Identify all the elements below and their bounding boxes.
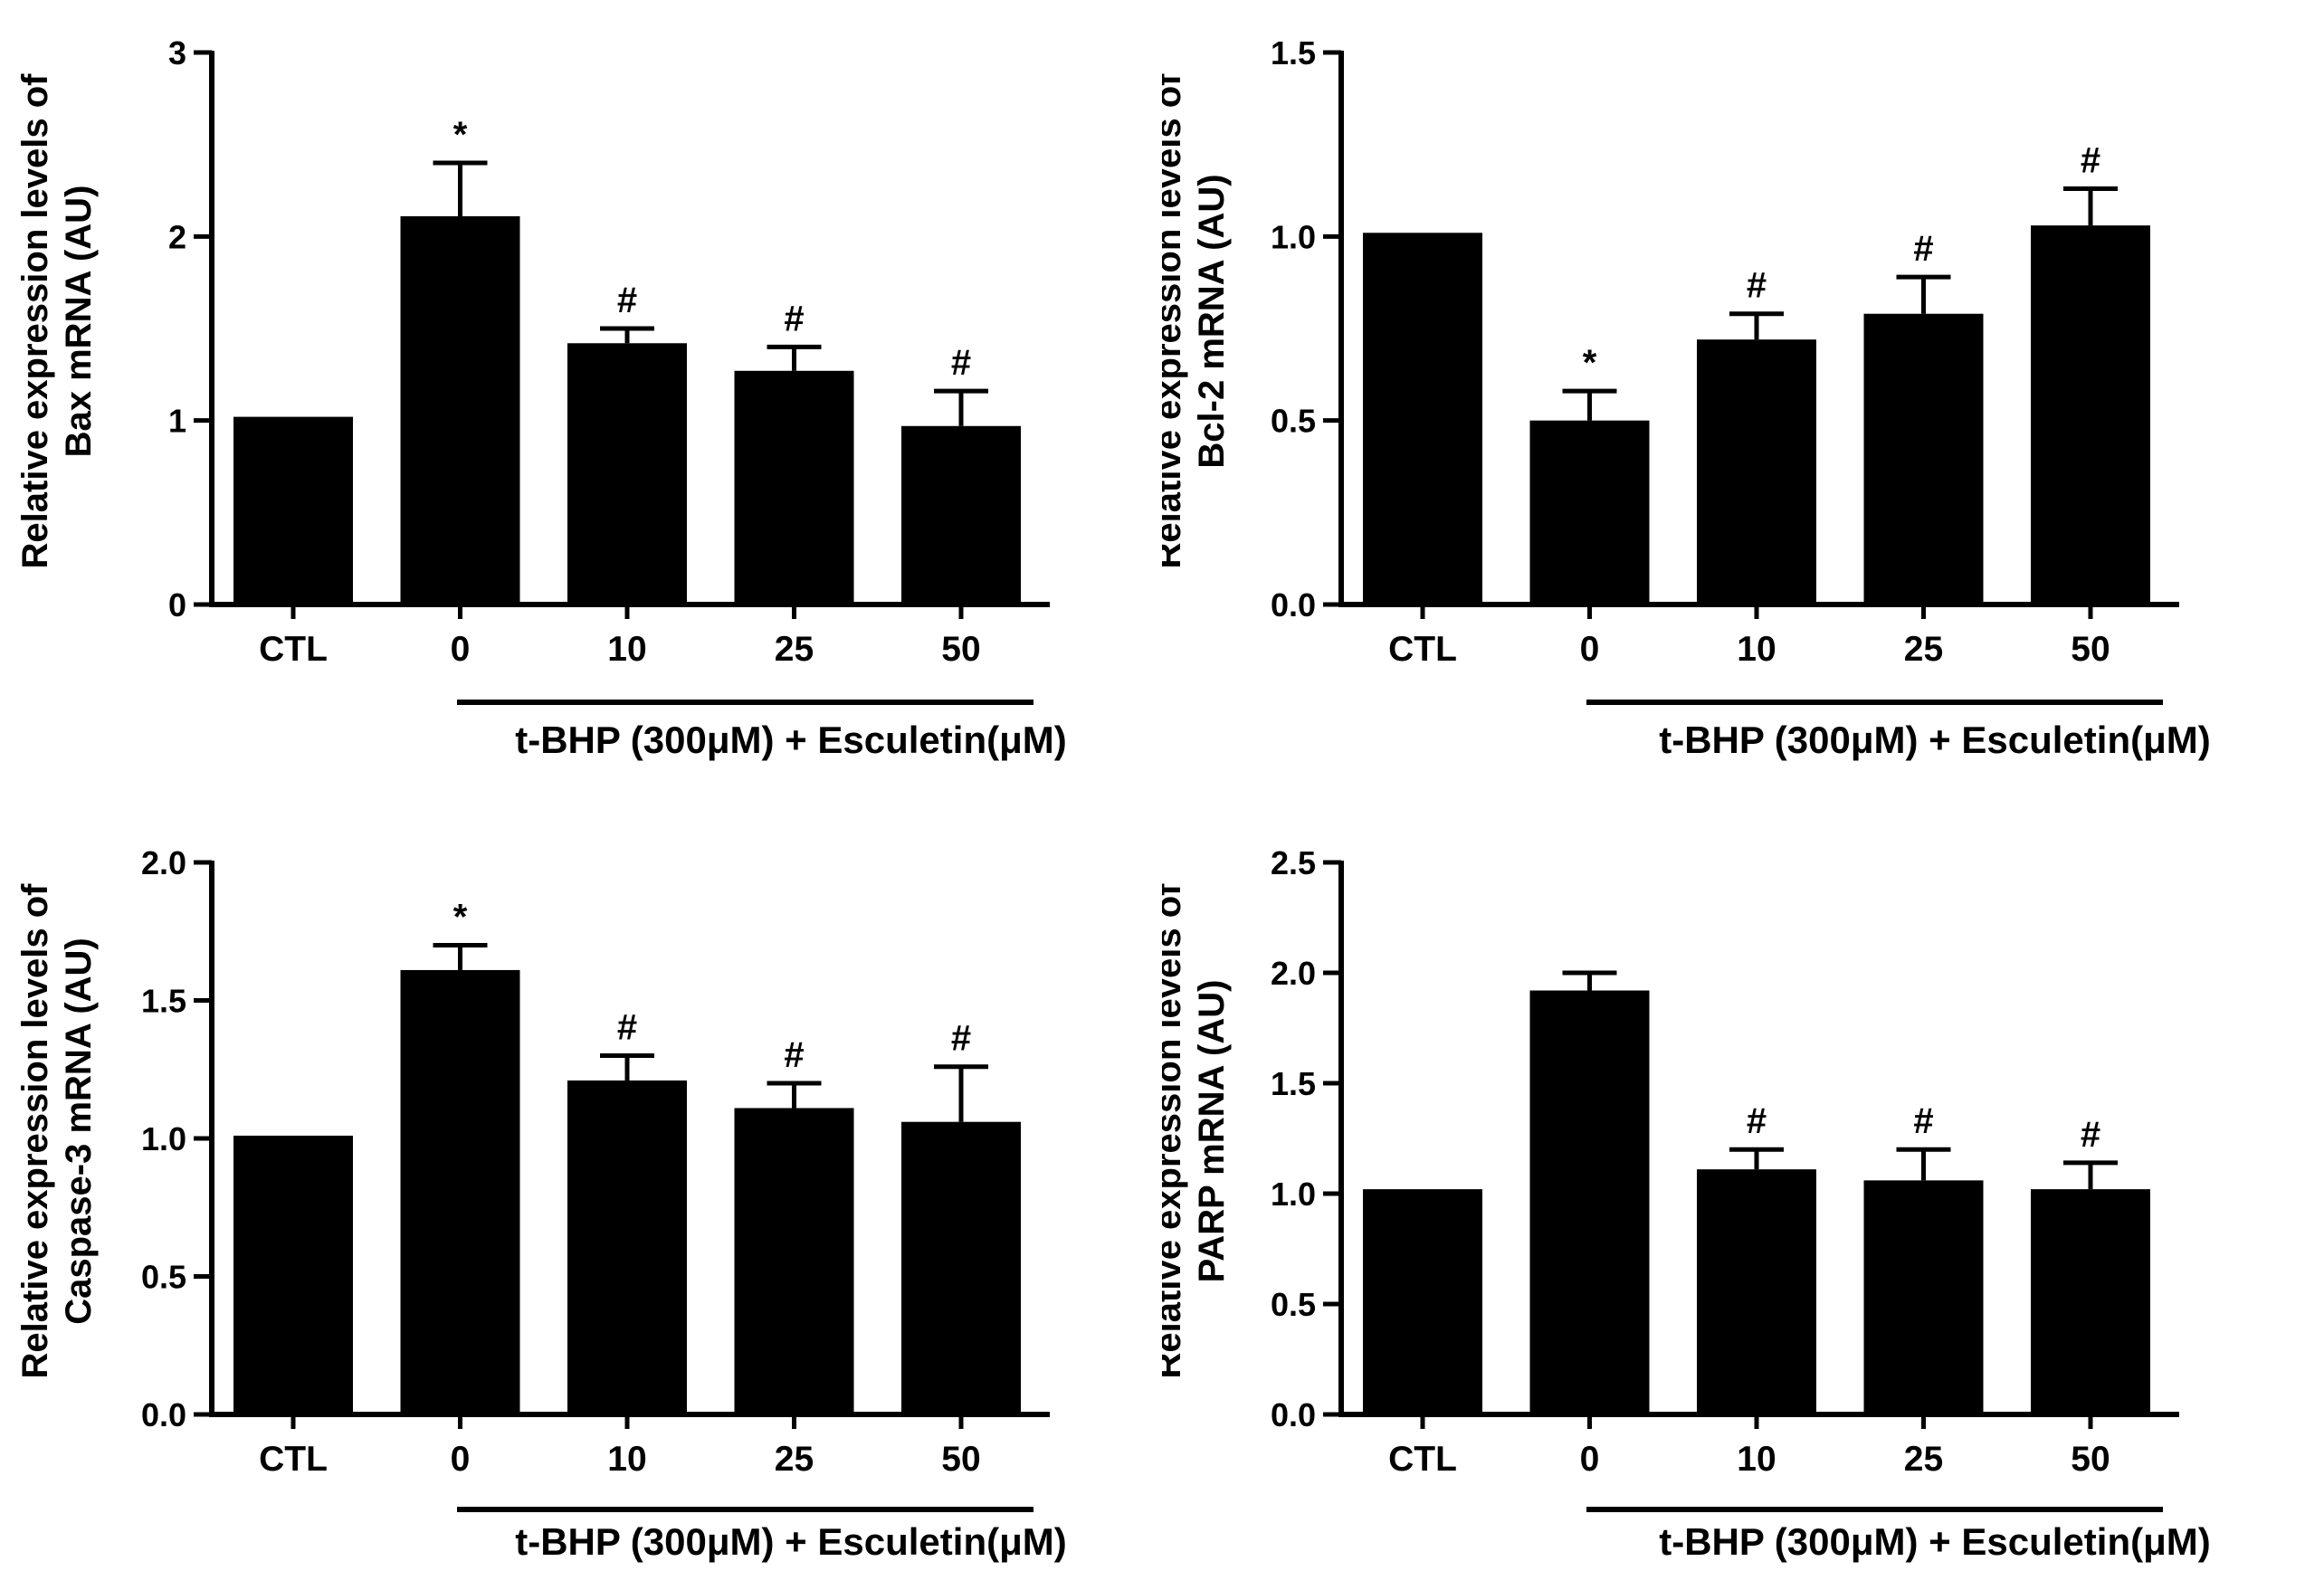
y-axis-title: Relative expression levels of Bax mRNA (… [15, 73, 99, 569]
bax-chart: Relative expression levels of Bax mRNA (… [15, 34, 1067, 761]
y-tick-label-0: 0.0 [1271, 586, 1316, 624]
x-tick-label-0: CTL [259, 1440, 328, 1479]
bar-0 [1363, 1189, 1482, 1414]
y-axis-title: Relative expression levels of PARP mRNA … [1162, 883, 1232, 1379]
y-axis-title: Relative expression levels of Bcl-2 mRNA… [1162, 73, 1232, 569]
x-tick-label-1: 0 [451, 1440, 471, 1479]
bar-0 [1363, 233, 1482, 605]
y-tick-label-0: 0 [168, 586, 186, 624]
y-tick-label-2: 1.0 [1271, 1176, 1316, 1213]
caspase3-chart: Relative expression levels of Caspase-3 … [15, 844, 1067, 1563]
x-tick-label-0: CTL [1388, 1440, 1457, 1479]
significance-marker-3: # [784, 299, 804, 338]
bar-2 [567, 1080, 687, 1414]
bcl2-chart: Relative expression levels of Bcl-2 mRNA… [1162, 34, 2211, 761]
bar-1 [1529, 990, 1650, 1414]
significance-marker-1: * [453, 115, 468, 155]
y-tick-label-1: 0.5 [1271, 1286, 1316, 1323]
x-tick-label-2: 10 [1737, 1440, 1776, 1479]
bar-0 [233, 416, 353, 605]
bar-2 [1697, 1169, 1816, 1414]
chart-panel-caspase3: Relative expression levels of Caspase-3 … [0, 795, 1162, 1590]
y-tick-label-4: 2.0 [1271, 955, 1316, 992]
x-tick-label-4: 50 [2071, 1440, 2110, 1479]
x-tick-label-4: 50 [941, 630, 980, 669]
x-tick-label-3: 25 [1904, 630, 1943, 669]
bar-3 [1863, 313, 1984, 605]
significance-marker-2: # [617, 1008, 637, 1048]
x-tick-label-4: 50 [2071, 630, 2110, 669]
y-tick-label-3: 1.5 [1271, 34, 1316, 71]
bar-0 [233, 1135, 353, 1414]
x-tick-label-4: 50 [941, 1440, 980, 1479]
y-tick-label-2: 1.0 [1271, 218, 1316, 255]
y-tick-label-3: 1.5 [1271, 1065, 1316, 1102]
x-tick-label-0: CTL [259, 630, 328, 669]
x-tick-label-1: 0 [451, 630, 471, 669]
significance-marker-3: # [1913, 1101, 1933, 1141]
chart-panel-parp: Relative expression levels of PARP mRNA … [1162, 795, 2324, 1590]
group-label: t-BHP (300μM) + Esculetin(μM) [1659, 1520, 2211, 1563]
parp-chart: Relative expression levels of PARP mRNA … [1162, 844, 2211, 1563]
y-tick-label-1: 0.5 [1271, 403, 1316, 440]
group-label: t-BHP (300μM) + Esculetin(μM) [1659, 719, 2211, 761]
significance-marker-2: # [1747, 266, 1767, 306]
group-label: t-BHP (300μM) + Esculetin(μM) [515, 1520, 1067, 1563]
y-tick-label-2: 2 [168, 218, 186, 255]
bar-2 [1697, 339, 1816, 605]
x-tick-label-0: CTL [1388, 630, 1457, 669]
significance-marker-4: # [2081, 140, 2100, 180]
y-axis-title-line1: Relative expression levels of [1162, 883, 1188, 1379]
bar-3 [734, 370, 854, 605]
bar-1 [1529, 420, 1650, 605]
chart-panel-bcl2: Relative expression levels of Bcl-2 mRNA… [1162, 0, 2324, 795]
significance-marker-4: # [2081, 1115, 2100, 1155]
significance-marker-1: * [453, 898, 468, 938]
y-axis-title-line1: Relative expression levels of [15, 883, 55, 1379]
y-axis-title-line1: Relative expression levels of [15, 73, 55, 569]
bar-3 [734, 1108, 854, 1414]
bar-4 [2031, 1189, 2150, 1414]
x-tick-label-2: 10 [607, 630, 646, 669]
bar-1 [400, 215, 520, 605]
y-tick-label-5: 2.5 [1271, 844, 1316, 881]
y-tick-label-3: 3 [168, 34, 186, 71]
y-tick-label-1: 1 [168, 403, 186, 440]
x-tick-label-3: 25 [775, 1440, 814, 1479]
y-tick-label-3: 1.5 [141, 983, 186, 1020]
y-tick-label-4: 2.0 [141, 844, 186, 881]
bar-4 [901, 425, 1021, 605]
significance-marker-3: # [1913, 229, 1933, 269]
y-tick-label-2: 1.0 [141, 1120, 186, 1157]
x-tick-label-1: 0 [1580, 1440, 1600, 1479]
y-axis-title: Relative expression levels of Caspase-3 … [15, 883, 99, 1379]
bar-3 [1863, 1180, 1984, 1414]
significance-marker-1: * [1583, 343, 1597, 383]
y-axis-title-line2: Caspase-3 mRNA (AU) [59, 938, 99, 1325]
y-tick-label-0: 0.0 [141, 1396, 186, 1433]
x-tick-label-2: 10 [607, 1440, 646, 1479]
y-tick-label-1: 0.5 [141, 1259, 186, 1296]
significance-marker-3: # [784, 1035, 804, 1075]
x-tick-label-2: 10 [1737, 630, 1776, 669]
y-axis-title-line1: Relative expression levels of [1162, 73, 1188, 569]
significance-marker-2: # [1747, 1101, 1767, 1141]
chart-panel-bax: Relative expression levels of Bax mRNA (… [0, 0, 1162, 795]
y-axis-title-line2: PARP mRNA (AU) [1192, 980, 1232, 1283]
y-axis-title-line2: Bcl-2 mRNA (AU) [1192, 174, 1232, 468]
x-tick-label-3: 25 [1904, 1440, 1943, 1479]
significance-marker-4: # [951, 343, 971, 383]
group-label: t-BHP (300μM) + Esculetin(μM) [515, 719, 1067, 761]
y-tick-label-0: 0.0 [1271, 1396, 1316, 1433]
significance-marker-4: # [951, 1019, 971, 1059]
bar-1 [400, 969, 520, 1414]
y-axis-title-line2: Bax mRNA (AU) [59, 186, 99, 458]
bar-4 [2031, 225, 2150, 605]
x-tick-label-1: 0 [1580, 630, 1600, 669]
x-tick-label-3: 25 [775, 630, 814, 669]
significance-marker-2: # [617, 281, 637, 320]
bar-2 [567, 343, 687, 605]
bar-4 [901, 1121, 1021, 1414]
